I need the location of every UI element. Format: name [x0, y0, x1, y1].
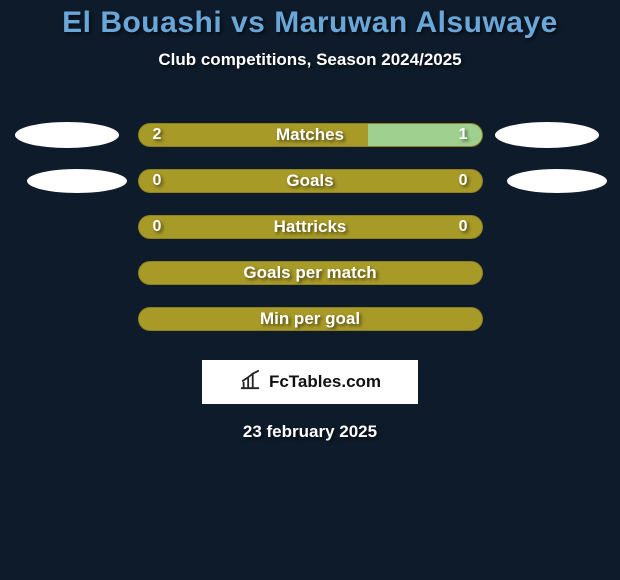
- page-title: El Bouashi vs Maruwan Alsuwaye: [0, 6, 620, 40]
- stat-value-right: 0: [459, 172, 468, 190]
- stat-label: Goals: [286, 171, 333, 191]
- player-right-marker: [507, 169, 607, 193]
- comparison-card: El Bouashi vs Maruwan Alsuwaye Club comp…: [0, 0, 620, 580]
- stat-value-left: 0: [153, 172, 162, 190]
- stat-value-left: 0: [153, 218, 162, 236]
- stat-row: Hattricks 0 0: [7, 204, 613, 250]
- stat-row: Goals per match: [7, 250, 613, 296]
- stat-label: Min per goal: [260, 309, 360, 329]
- stat-label: Goals per match: [243, 263, 376, 283]
- stat-row: Min per goal: [7, 296, 613, 342]
- attribution-text: FcTables.com: [269, 372, 381, 392]
- stat-bar: Hattricks 0 0: [138, 215, 483, 239]
- stat-value-right: 0: [459, 218, 468, 236]
- date-text: 23 february 2025: [0, 422, 620, 442]
- stat-bar: Min per goal: [138, 307, 483, 331]
- stat-bar: Goals 0 0: [138, 169, 483, 193]
- stat-row: Matches 2 1: [7, 112, 613, 158]
- player-left-marker: [15, 122, 119, 148]
- stats-rows: Matches 2 1 Goals 0 0 Hattricks 0 0 Goals per mat…: [0, 112, 620, 342]
- player-right-marker: [495, 122, 599, 148]
- attribution-badge: FcTables.com: [202, 360, 418, 404]
- chart-icon: [239, 370, 261, 395]
- page-subtitle: Club competitions, Season 2024/2025: [0, 50, 620, 70]
- stat-bar: Matches 2 1: [138, 123, 483, 147]
- stat-value-right: 1: [459, 126, 468, 144]
- stat-row: Goals 0 0: [7, 158, 613, 204]
- stat-value-left: 2: [153, 126, 162, 144]
- stat-label: Hattricks: [274, 217, 347, 237]
- player-left-marker: [27, 169, 127, 193]
- stat-label: Matches: [276, 125, 344, 145]
- stat-bar: Goals per match: [138, 261, 483, 285]
